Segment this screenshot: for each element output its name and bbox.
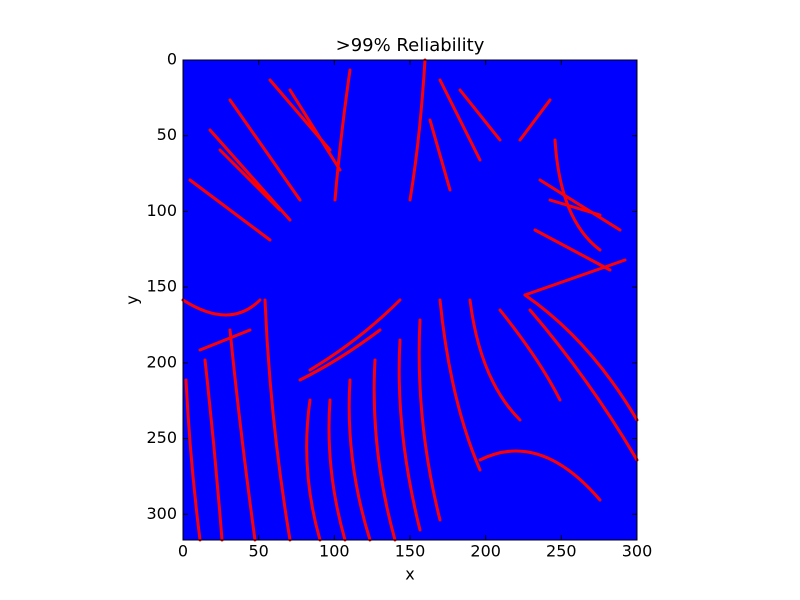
mask-streak [478,449,602,502]
mask-streak [438,78,482,162]
chart-title: >99% Reliability [336,35,485,56]
mask-streak [288,88,342,172]
mask-streak [372,358,397,542]
mask-streak [528,308,639,462]
x-tick-label: 100 [319,542,350,561]
x-tick-label: 150 [395,542,426,561]
mask-streak [538,178,622,232]
mask-streak [198,328,252,352]
mask-streak [305,398,322,542]
mask-streak [533,228,612,272]
mask-streak [184,378,202,542]
x-tick-label: 250 [546,542,577,561]
mask-streak [181,298,262,317]
y-axis-label: y [123,295,142,304]
mask-streak [438,298,482,472]
x-tick-label: 50 [248,542,268,561]
mask-streak [548,198,602,217]
y-tick-label: 100 [146,201,177,220]
mask-streak [347,378,372,542]
y-tick-label: 200 [146,352,177,371]
mask-streak [428,118,452,192]
mask-streak [308,298,402,372]
mask-streak [417,318,442,522]
mask-streak [498,308,562,402]
x-tick-label: 300 [622,542,653,561]
x-tick-label: 0 [178,542,188,561]
mask-streak [408,58,427,202]
y-tick-label: 0 [167,50,177,69]
mask-streaks [181,58,639,542]
mask-streak [553,138,602,252]
mask-streak [468,298,522,422]
y-tick-label: 50 [157,125,177,144]
x-axis-label: x [405,565,414,584]
y-tick-label: 250 [146,428,177,447]
y-tick-label: 150 [146,277,177,296]
mask-streak [458,88,502,142]
mask-streak [397,338,422,532]
mask-streak [327,398,347,542]
mask-streak [523,293,639,422]
mask-streak [298,328,382,382]
mask-streak [228,328,257,542]
mask-streak [518,98,552,142]
mask-streak [228,98,302,202]
mask-streak [333,68,352,202]
x-tick-label: 200 [470,542,501,561]
mask-streak [188,178,272,242]
mask-streak [203,358,224,542]
mask-streak [523,258,627,297]
mask-streak [218,148,282,212]
y-tick-label: 300 [146,504,177,523]
mask-streak [263,298,292,542]
